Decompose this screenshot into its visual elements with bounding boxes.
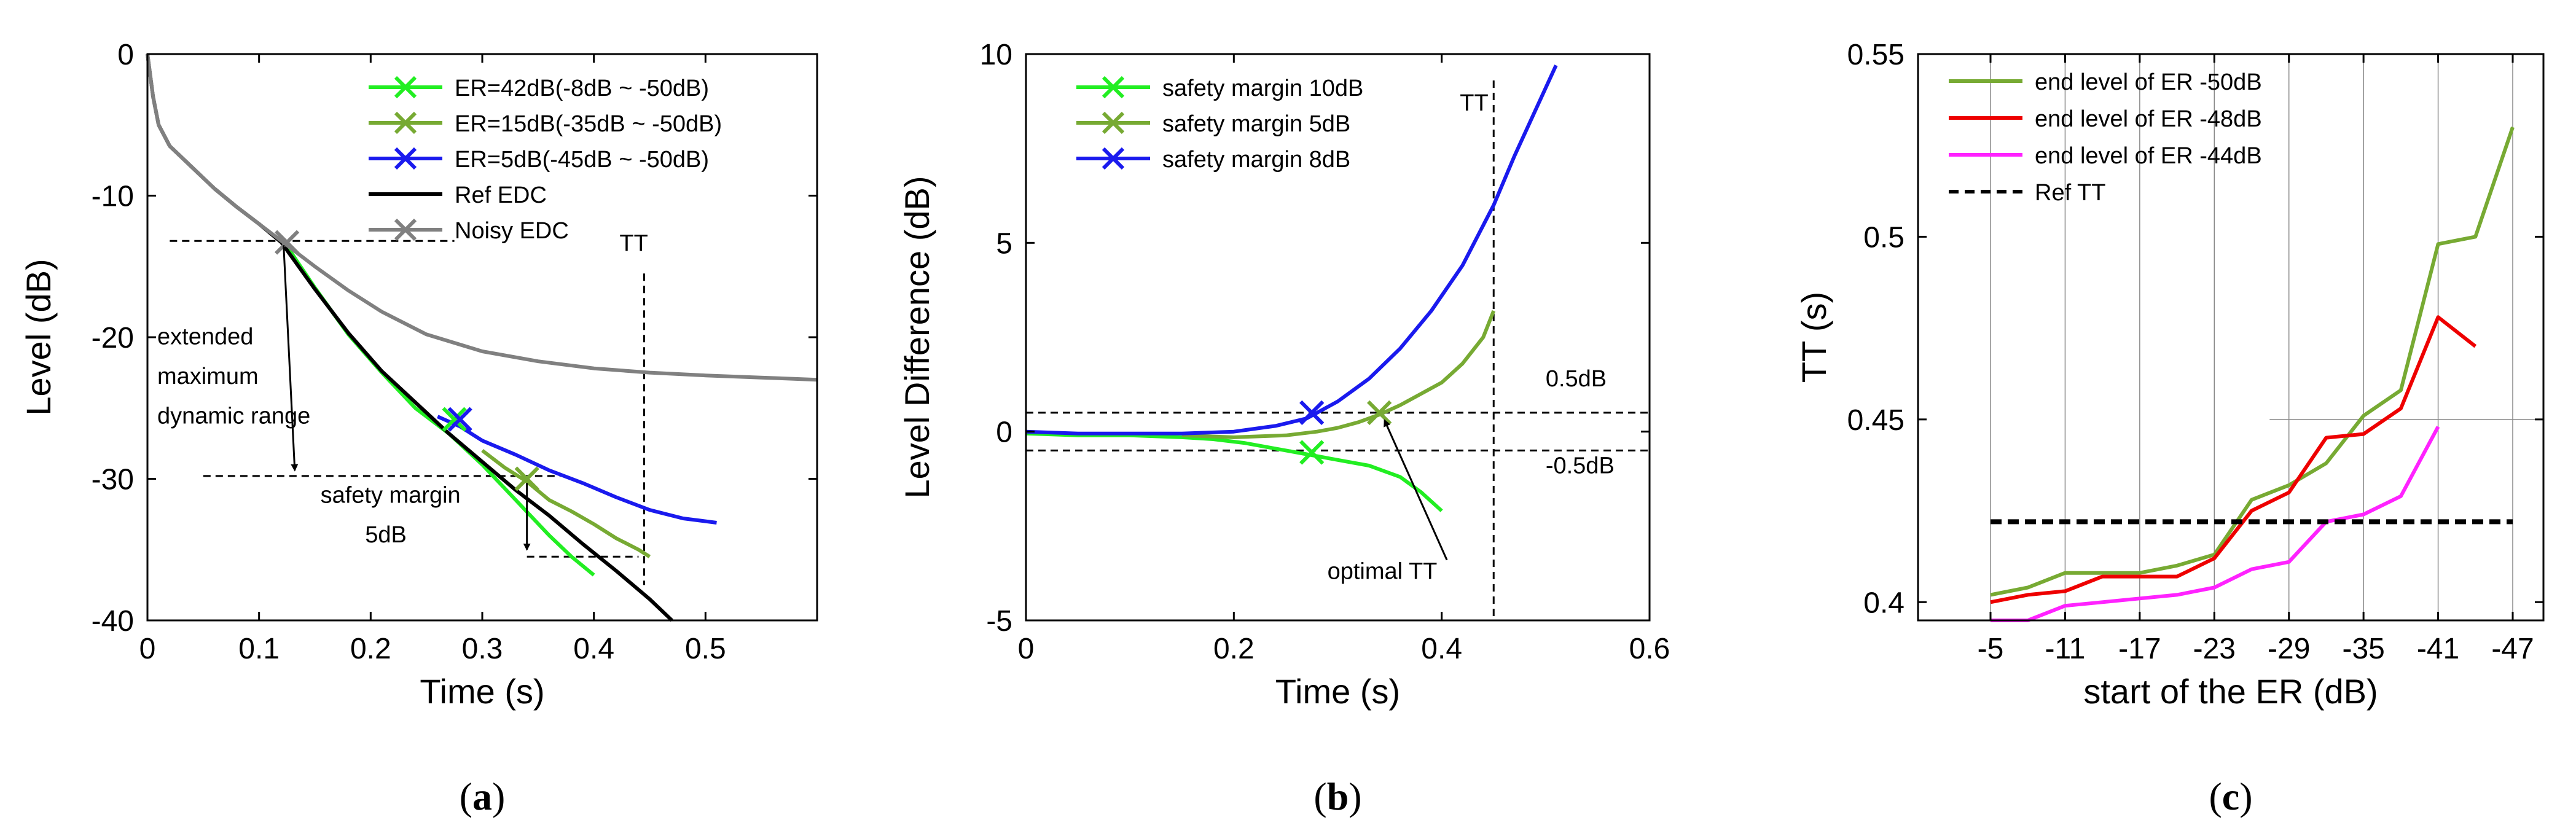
tt-label: TT [619,230,648,256]
series-line-2 [1990,315,2477,604]
x-tick-label: 0.2 [350,633,391,665]
y-tick-label: 0.4 [1863,587,1905,619]
x-tick-label: -11 [2045,633,2086,665]
series-marker-1 [1299,440,1325,465]
legend-marker [1102,76,1125,99]
x-tick-label: 0.6 [1629,633,1670,665]
panel-label: (a) [460,775,506,818]
x-tick-label: 0.4 [573,633,614,665]
safety-label: 5dB [365,522,407,548]
panel-c: end level of ER -50dB end level of ER -48… [1795,39,2545,818]
series-line-1 [1990,127,2515,597]
panel-a: TT extended maximum dynamic range safety mar… [19,39,818,818]
legend-label: end level of ER -48dB [2035,106,2262,132]
legend-label: safety margin 8dB [1162,147,1350,173]
legend-label: Ref EDC [455,182,547,208]
legend-marker [394,218,417,241]
x-axis-label: Time (s) [1275,672,1400,711]
series-marker-3 [447,407,472,432]
range-label: maximum [157,364,259,389]
x-tick-label: 0 [139,633,156,665]
series-line-2 [481,449,651,558]
series-marker-1 [442,407,467,432]
y-axis-label: TT (s) [1795,292,1833,383]
y-tick-label: 0.5 [1863,221,1905,254]
legend-label: end level of ER -44dB [2035,143,2262,169]
plot-frame [1917,53,2545,622]
series-marker-3 [1299,400,1325,426]
x-tick-label: -47 [2491,633,2534,665]
x-tick-label: 0.4 [1421,633,1462,665]
x-tick-label: 0 [1018,633,1035,665]
series-line-1 [1025,431,1443,512]
range-label: extended [157,324,253,350]
series-marker-5 [274,230,300,255]
optimal-arrow [1384,419,1448,561]
lower-line-label: -0.5dB [1546,453,1615,479]
legend-marker [394,76,417,99]
y-tick-label: 10 [980,39,1012,71]
y-tick-label: 0.45 [1847,404,1905,437]
x-tick-label: -23 [2193,633,2236,665]
x-tick-label: 0.5 [685,633,726,665]
x-tick-label: -41 [2417,633,2459,665]
series-line-5 [146,53,818,382]
panel-b: TT 0.5dB -0.5dB optimal TT safety margin 10d… [898,39,1670,818]
legend-label: Ref TT [2035,180,2105,206]
legend-label: ER=5dB(-45dB ~ -50dB) [455,147,709,173]
x-axis-label: Time (s) [420,672,544,711]
y-axis-label: Level Difference (dB) [898,176,936,499]
x-tick-label: -5 [1978,633,2004,665]
plot-frame [146,53,818,622]
legend-label: ER=15dB(-35dB ~ -50dB) [455,111,722,137]
x-tick-label: -17 [2118,633,2161,665]
series-marker-2 [514,466,539,491]
y-tick-label: -40 [92,605,134,638]
legend-label: Noisy EDC [455,218,569,244]
x-tick-label: 0.2 [1213,633,1255,665]
legend-label: end level of ER -50dB [2035,69,2262,95]
series-line-2 [1181,310,1496,439]
legend-marker [1102,111,1125,135]
y-axis-label: Level (dB) [19,259,58,415]
legend-label: ER=42dB(-8dB ~ -50dB) [455,76,709,101]
series-line-3 [1025,64,1558,436]
x-tick-label: 0.1 [238,633,280,665]
y-tick-label: -20 [92,322,134,354]
range-arrow [283,245,299,472]
legend-marker [394,111,417,135]
plot-frame [1025,53,1651,622]
y-tick-label: 0 [996,416,1012,449]
range-label: dynamic range [157,404,310,429]
series-line-3 [1991,426,2440,622]
x-tick-label: -29 [2268,633,2310,665]
panel-label: (c) [2209,775,2252,818]
panel-label: (b) [1313,775,1361,818]
x-tick-label: 0.3 [462,633,503,665]
y-tick-label: 0.55 [1847,39,1905,71]
y-tick-label: -10 [92,181,134,213]
series-line-3 [437,415,717,525]
legend-marker [1102,147,1125,170]
x-tick-label: -35 [2342,633,2384,665]
optimal-label: optimal TT [1328,558,1438,584]
y-tick-label: -5 [986,605,1012,638]
y-tick-label: 5 [996,227,1012,260]
upper-line-label: 0.5dB [1546,366,1607,392]
x-axis-label: start of the ER (dB) [2083,672,2378,711]
safety-label: safety margin [321,483,461,509]
y-tick-label: 0 [117,39,134,71]
y-tick-label: -30 [92,464,134,496]
legend-marker [394,147,417,170]
legend-label: safety margin 5dB [1162,111,1350,137]
tt-label: TT [1460,90,1488,116]
series-line-1 [280,236,595,577]
legend-label: safety margin 10dB [1162,76,1363,101]
